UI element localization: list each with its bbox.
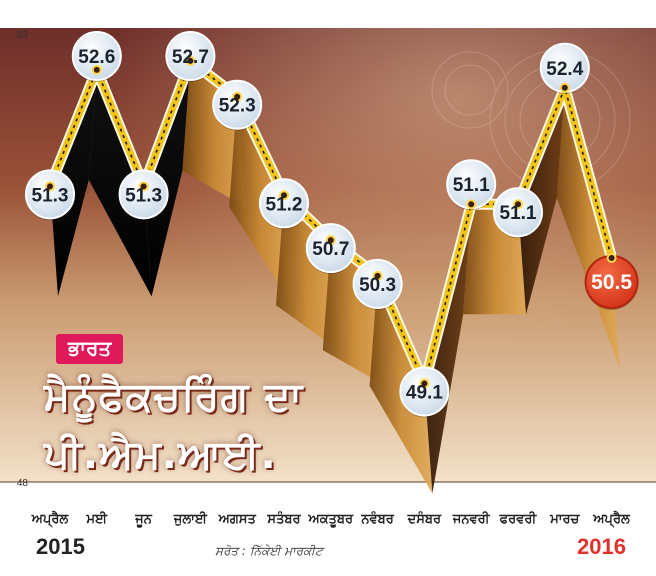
data-point xyxy=(559,82,570,93)
country-badge: ਭਾਰਤ xyxy=(56,334,124,364)
data-label: 51.3 xyxy=(32,185,69,206)
markers: 51.3 52.6 51.3 52.7 52.3 51.2 50.7 50.3 49.1 51.1… xyxy=(25,31,639,418)
headline-line-2: ਪੀ.ਐਮ.ਆਈ. xyxy=(44,432,277,478)
data-marker xyxy=(305,223,356,274)
data-point xyxy=(325,235,336,246)
ribbon-segment xyxy=(50,69,97,297)
data-label: 51.1 xyxy=(500,203,537,224)
data-point xyxy=(232,91,243,102)
x-tick-label: ਅਪ੍ਰੈਲ xyxy=(31,510,70,528)
headline-line-1: ਮੈਨੂੰਫੈਕਚਰਿੰਗ ਦਾ xyxy=(44,374,304,420)
data-marker xyxy=(25,169,75,220)
x-tick-label: ਜਨਵਰੀ xyxy=(452,511,491,527)
data-marker xyxy=(493,187,543,238)
x-tick-label: ਮਈ xyxy=(85,511,108,527)
year-start: 2015 xyxy=(36,534,85,559)
data-point xyxy=(279,190,289,201)
x-tick-label: ਦਸੰਬਰ xyxy=(407,510,442,527)
x-tick-label: ਅਗਸਤ xyxy=(218,512,257,527)
x-tick-label: ਫਰਵਰੀ xyxy=(499,511,538,527)
x-tick-label: ਜੁਲਾਈ xyxy=(173,511,208,527)
x-tick-label: ਜੂਨ xyxy=(134,512,152,528)
data-label: 51.2 xyxy=(266,194,303,215)
data-marker xyxy=(71,31,122,81)
data-label: 50.5 xyxy=(591,271,632,294)
x-tick-label: ਨਵੰਬਰ xyxy=(360,510,394,527)
data-label: 50.7 xyxy=(312,239,349,260)
ribbon-segment xyxy=(518,87,565,315)
source-note: ਸਰੋਤ : ਨਿੱਕੇਈ ਮਾਰਕੀਟ xyxy=(215,544,323,558)
x-tick-label: ਅਪ੍ਰੈਲ xyxy=(592,510,631,528)
data-point xyxy=(138,181,149,192)
y-tick-label: 48 xyxy=(17,478,29,489)
data-point xyxy=(185,55,196,66)
data-point xyxy=(606,253,617,263)
ribbon-segment xyxy=(143,60,191,297)
data-marker xyxy=(399,366,450,417)
x-tick-labels: ਅਪ੍ਰੈਲ ਮਈ ਜੂਨ ਜੁਲਾਈ ਅਗਸਤ ਸਤੰਬਰ ਅਕਤੂਬਰ ਨਵੰਬਰ ਦਸੰਬ… xyxy=(31,510,631,528)
data-label: 51.1 xyxy=(453,175,490,196)
data-point xyxy=(513,199,523,210)
y-tick-labels: 53 48 xyxy=(17,30,29,489)
data-point xyxy=(91,64,102,75)
x-tick-label: ਅਕਤੂਬਰ xyxy=(308,512,354,528)
data-label: 52.3 xyxy=(219,96,256,117)
data-label: 49.1 xyxy=(406,382,443,403)
data-label: 50.3 xyxy=(359,275,396,296)
x-tick-label: ਮਾਰਚ xyxy=(549,512,580,527)
data-point xyxy=(372,270,383,281)
data-label: 52.4 xyxy=(546,59,583,80)
x-tick-label: ਸਤੰਬਰ xyxy=(266,510,301,527)
data-marker xyxy=(352,258,403,309)
ribbon-segment xyxy=(424,204,472,494)
data-point xyxy=(45,181,55,192)
data-label: 52.7 xyxy=(172,47,209,68)
ribbon-segment xyxy=(88,69,152,297)
y-tick-label: 53 xyxy=(17,30,29,41)
data-label: 52.6 xyxy=(78,47,115,68)
year-end: 2016 xyxy=(577,534,626,559)
data-point xyxy=(419,378,430,389)
data-marker xyxy=(259,178,309,229)
data-marker xyxy=(118,169,169,220)
data-label: 51.3 xyxy=(125,185,162,206)
data-marker xyxy=(212,79,263,130)
data-point xyxy=(466,199,477,210)
ribbons xyxy=(50,60,620,494)
